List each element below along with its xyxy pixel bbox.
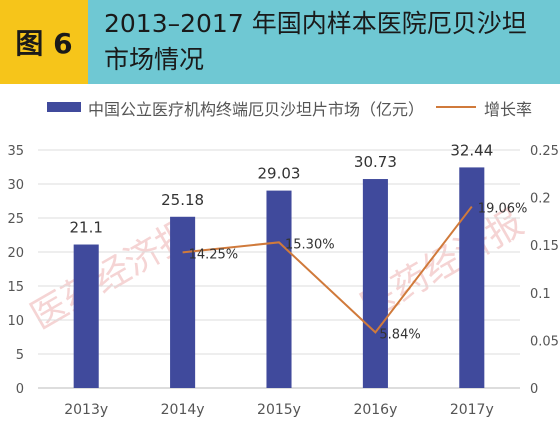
bar-value-label: 32.44 xyxy=(450,141,493,159)
growth-rate-label: 5.84% xyxy=(379,327,420,342)
legend-line-swatch xyxy=(436,106,476,108)
figure-number-badge: 图 6 xyxy=(0,0,88,84)
y-right-tick-label: 0.15 xyxy=(530,239,559,254)
figure-title-line-2: 市场情况 xyxy=(104,45,205,74)
bar-value-label: 25.18 xyxy=(161,191,204,209)
bar xyxy=(362,179,388,388)
bar xyxy=(73,244,99,388)
y-left-tick-label: 20 xyxy=(7,246,24,261)
legend-bar-label: 中国公立医疗机构终端厄贝沙坦片市场（亿元） xyxy=(88,100,425,119)
x-tick-label: 2016y xyxy=(353,402,397,418)
chart-legend: 中国公立医疗机构终端厄贝沙坦片市场（亿元） 增长率 xyxy=(0,96,560,122)
y-left-tick-label: 25 xyxy=(7,212,24,227)
x-tick-label: 2017y xyxy=(450,402,494,418)
growth-rate-label: 19.06% xyxy=(478,202,528,217)
figure-title-line-1: 2013–2017 年国内样本医院厄贝沙坦 xyxy=(104,9,527,38)
y-left-tick-label: 35 xyxy=(7,144,24,159)
y-left-tick-label: 10 xyxy=(7,314,24,329)
y-left-tick-label: 15 xyxy=(7,280,24,295)
y-right-tick-label: 0.1 xyxy=(530,287,551,302)
y-right-tick-label: 0 xyxy=(530,382,538,397)
bar-value-label: 21.1 xyxy=(69,219,102,237)
y-right-tick-label: 0.25 xyxy=(530,144,559,159)
x-tick-label: 2015y xyxy=(257,402,301,418)
y-left-tick-label: 30 xyxy=(7,178,24,193)
growth-rate-line xyxy=(182,205,473,334)
bar-value-label: 29.03 xyxy=(258,165,301,183)
bar xyxy=(170,216,196,388)
x-tick-label: 2013y xyxy=(64,402,108,418)
x-tick-label: 2014y xyxy=(161,402,205,418)
figure-header: 图 6 2013–2017 年国内样本医院厄贝沙坦 市场情况 xyxy=(0,0,560,84)
figure-title: 2013–2017 年国内样本医院厄贝沙坦 市场情况 xyxy=(104,6,550,78)
y-left-tick-label: 5 xyxy=(16,348,24,363)
growth-rate-label: 14.25% xyxy=(189,247,239,262)
bar-value-label: 30.73 xyxy=(354,153,397,171)
y-right-tick-label: 0.05 xyxy=(530,334,559,349)
bar xyxy=(459,167,485,388)
legend-bar-swatch xyxy=(47,102,81,112)
bar xyxy=(266,190,292,388)
y-left-tick-label: 0 xyxy=(16,382,24,397)
legend-line-label: 增长率 xyxy=(484,100,533,119)
growth-rate-label: 15.30% xyxy=(285,237,335,252)
y-right-tick-label: 0.2 xyxy=(530,192,551,207)
